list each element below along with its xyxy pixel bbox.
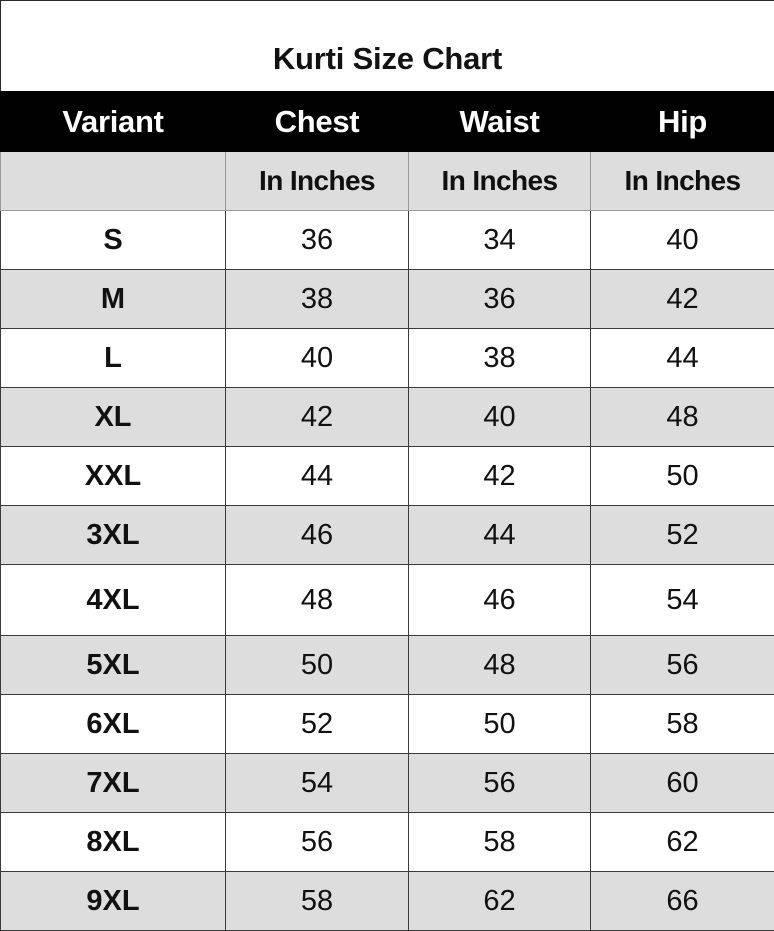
units-chest: In Inches (226, 152, 409, 211)
measurement-cell-waist: 50 (409, 695, 591, 754)
variant-cell: 5XL (1, 636, 226, 695)
variant-cell: XL (1, 388, 226, 447)
units-variant-blank (1, 152, 226, 211)
measurement-cell-chest: 58 (226, 872, 409, 931)
measurement-cell-waist: 34 (409, 211, 591, 270)
measurement-cell-waist: 48 (409, 636, 591, 695)
column-header-waist: Waist (409, 92, 591, 152)
column-header-row: Variant Chest Waist Hip (1, 92, 774, 152)
variant-cell: 6XL (1, 695, 226, 754)
chart-title-row: Kurti Size Chart (1, 1, 774, 93)
variant-cell: 3XL (1, 506, 226, 565)
variant-cell: M (1, 270, 226, 329)
chart-title-cell: Kurti Size Chart (1, 1, 774, 93)
variant-cell: 9XL (1, 872, 226, 931)
column-header-hip: Hip (591, 92, 774, 152)
measurement-cell-chest: 36 (226, 211, 409, 270)
measurement-cell-chest: 48 (226, 565, 409, 636)
measurement-cell-hip: 44 (591, 329, 774, 388)
measurement-cell-chest: 46 (226, 506, 409, 565)
measurement-cell-hip: 50 (591, 447, 774, 506)
variant-cell: 7XL (1, 754, 226, 813)
variant-cell: 4XL (1, 565, 226, 636)
variant-cell: XXL (1, 447, 226, 506)
measurement-cell-hip: 54 (591, 565, 774, 636)
measurement-cell-chest: 40 (226, 329, 409, 388)
measurement-cell-waist: 40 (409, 388, 591, 447)
variant-cell: 8XL (1, 813, 226, 872)
measurement-cell-waist: 36 (409, 270, 591, 329)
measurement-cell-chest: 50 (226, 636, 409, 695)
measurement-cell-chest: 44 (226, 447, 409, 506)
measurement-cell-hip: 40 (591, 211, 774, 270)
measurement-cell-chest: 52 (226, 695, 409, 754)
measurement-cell-hip: 52 (591, 506, 774, 565)
measurement-cell-hip: 66 (591, 872, 774, 931)
measurement-cell-waist: 46 (409, 565, 591, 636)
column-units-row: In Inches In Inches In Inches (1, 152, 774, 211)
variant-cell: L (1, 329, 226, 388)
units-waist: In Inches (409, 152, 591, 211)
measurement-cell-chest: 38 (226, 270, 409, 329)
column-header-variant: Variant (1, 92, 226, 152)
measurement-cell-chest: 56 (226, 813, 409, 872)
measurement-cell-waist: 44 (409, 506, 591, 565)
measurement-cell-hip: 62 (591, 813, 774, 872)
page-title: Kurti Size Chart (1, 15, 774, 77)
measurement-cell-hip: 48 (591, 388, 774, 447)
measurement-cell-hip: 42 (591, 270, 774, 329)
units-hip: In Inches (591, 152, 774, 211)
measurement-cell-hip: 56 (591, 636, 774, 695)
column-header-chest: Chest (226, 92, 409, 152)
variant-cell: S (1, 211, 226, 270)
measurement-cell-hip: 60 (591, 754, 774, 813)
measurement-cell-waist: 38 (409, 329, 591, 388)
measurement-cell-hip: 58 (591, 695, 774, 754)
measurement-cell-waist: 56 (409, 754, 591, 813)
measurement-cell-chest: 42 (226, 388, 409, 447)
measurement-cell-chest: 54 (226, 754, 409, 813)
measurement-cell-waist: 62 (409, 872, 591, 931)
measurement-cell-waist: 58 (409, 813, 591, 872)
measurement-cell-waist: 42 (409, 447, 591, 506)
